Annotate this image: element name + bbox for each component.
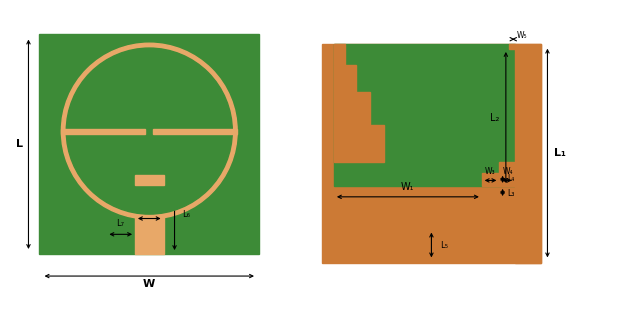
Bar bbox=[135, 175, 164, 254]
Bar bbox=[499, 162, 514, 186]
Text: L₅: L₅ bbox=[440, 241, 448, 250]
Circle shape bbox=[90, 72, 208, 190]
Text: L₇: L₇ bbox=[116, 219, 124, 228]
Text: L₂: L₂ bbox=[490, 113, 499, 123]
Text: W₄: W₄ bbox=[503, 167, 513, 176]
Bar bbox=[509, 44, 514, 49]
Bar bbox=[334, 92, 370, 124]
Text: L₁: L₁ bbox=[554, 148, 565, 158]
Text: L: L bbox=[16, 139, 23, 149]
Bar bbox=[482, 173, 514, 186]
Bar bbox=[153, 129, 237, 134]
Text: G₁: G₁ bbox=[144, 109, 154, 118]
Bar bbox=[39, 34, 259, 254]
Text: W₆: W₆ bbox=[118, 127, 129, 136]
Text: W₃: W₃ bbox=[485, 167, 496, 176]
Circle shape bbox=[116, 97, 183, 165]
Bar bbox=[334, 124, 384, 162]
Text: W₁: W₁ bbox=[401, 183, 414, 193]
Circle shape bbox=[86, 67, 213, 195]
Bar bbox=[334, 44, 345, 66]
Bar bbox=[135, 175, 164, 185]
Bar bbox=[334, 66, 356, 92]
Text: L₃: L₃ bbox=[507, 189, 514, 198]
Bar bbox=[514, 44, 541, 262]
Circle shape bbox=[62, 43, 237, 219]
Text: L₆: L₆ bbox=[182, 210, 190, 219]
Circle shape bbox=[67, 48, 232, 214]
Text: R₁: R₁ bbox=[175, 155, 183, 164]
Circle shape bbox=[111, 93, 188, 169]
Text: L₄: L₄ bbox=[507, 174, 514, 183]
Bar bbox=[322, 44, 541, 262]
Text: W: W bbox=[143, 279, 156, 289]
Text: W₅: W₅ bbox=[517, 32, 527, 41]
Bar bbox=[334, 44, 514, 186]
Text: W₂: W₂ bbox=[142, 204, 156, 213]
Bar bbox=[62, 129, 146, 134]
Text: W₇: W₇ bbox=[180, 79, 196, 94]
